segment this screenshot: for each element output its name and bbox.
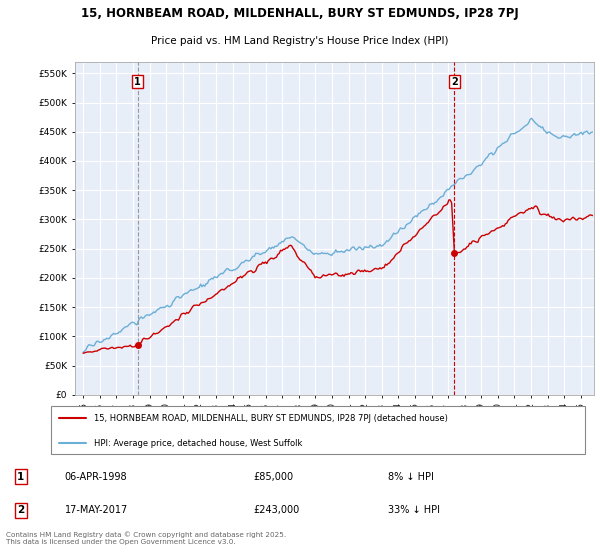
Text: 15, HORNBEAM ROAD, MILDENHALL, BURY ST EDMUNDS, IP28 7PJ: 15, HORNBEAM ROAD, MILDENHALL, BURY ST E… xyxy=(81,7,519,20)
Text: Price paid vs. HM Land Registry's House Price Index (HPI): Price paid vs. HM Land Registry's House … xyxy=(151,36,449,46)
FancyBboxPatch shape xyxy=(50,406,586,454)
Text: 2: 2 xyxy=(451,77,458,87)
Text: 33% ↓ HPI: 33% ↓ HPI xyxy=(388,505,440,515)
Text: 2: 2 xyxy=(17,505,25,515)
Text: £85,000: £85,000 xyxy=(253,472,293,482)
Text: 06-APR-1998: 06-APR-1998 xyxy=(65,472,127,482)
Text: HPI: Average price, detached house, West Suffolk: HPI: Average price, detached house, West… xyxy=(94,438,302,447)
Text: 15, HORNBEAM ROAD, MILDENHALL, BURY ST EDMUNDS, IP28 7PJ (detached house): 15, HORNBEAM ROAD, MILDENHALL, BURY ST E… xyxy=(94,414,448,423)
Text: 1: 1 xyxy=(17,472,25,482)
Text: Contains HM Land Registry data © Crown copyright and database right 2025.
This d: Contains HM Land Registry data © Crown c… xyxy=(6,531,286,544)
Text: 8% ↓ HPI: 8% ↓ HPI xyxy=(388,472,434,482)
Text: 1: 1 xyxy=(134,77,141,87)
Text: £243,000: £243,000 xyxy=(253,505,299,515)
Text: 17-MAY-2017: 17-MAY-2017 xyxy=(65,505,128,515)
